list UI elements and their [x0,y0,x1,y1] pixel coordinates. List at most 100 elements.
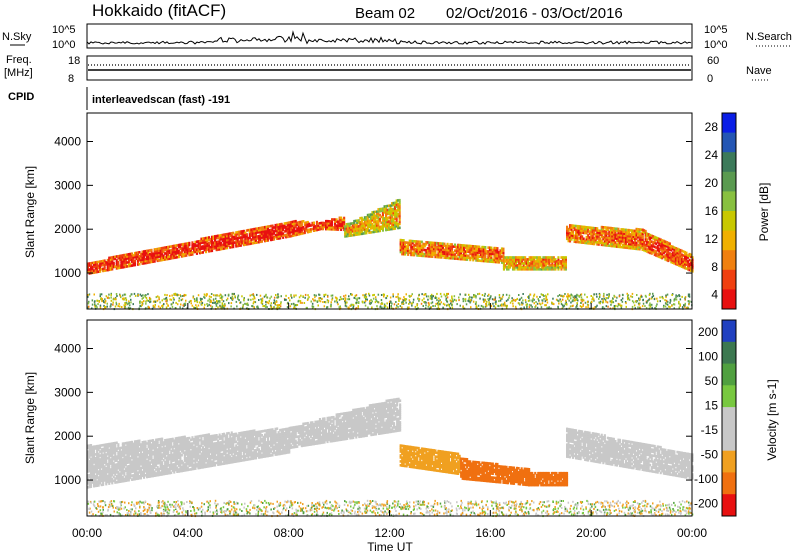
power-speckle [468,300,470,302]
power-speckle [210,296,212,298]
power-speckle [89,293,91,295]
power-speckle [110,297,112,299]
power-speckle [191,302,193,304]
power-speckle [155,301,157,303]
power-speckle [511,300,513,302]
power-speckle [273,306,275,308]
power-speckle [97,303,99,305]
power-speckle [101,300,103,302]
power-speckle [262,298,264,300]
power-speckle [671,294,673,296]
power-speckle [175,302,177,304]
colorbar-swatch [722,133,736,153]
power-speckle [128,302,130,304]
power-speckle [397,306,399,308]
power-speckle [327,296,329,298]
power-speckle [391,305,393,307]
power-speckle [615,300,617,302]
power-speckle [529,304,531,306]
power-speckle [675,296,677,298]
power-speckle [243,299,245,301]
power-speckle [185,294,187,296]
power-speckle [542,294,544,296]
power-speckle [182,295,184,297]
power-speckle [340,296,342,298]
power-speckle [391,303,393,305]
power-speckle [573,296,575,298]
power-speckle [385,305,387,307]
colorbar-swatch [722,211,736,231]
power-speckle [300,302,302,304]
power-speckle [626,306,628,308]
power-speckle [110,294,112,296]
power-speckle [444,294,446,296]
power-speckle [545,297,547,299]
power-speckle [390,297,392,299]
power-speckle [223,305,225,307]
power-speckle [431,302,433,304]
power-speckle [250,299,252,301]
power-speckle [107,306,109,308]
power-speckle [216,300,218,302]
power-speckle [651,304,653,306]
power-speckle [405,298,407,300]
nsky-panel [87,24,692,48]
power-speckle [659,296,661,298]
power-speckle [560,301,562,303]
colorbar-tick-label: 24 [705,148,719,162]
power-cell [246,233,248,236]
power-speckle [148,300,150,302]
power-cell [117,261,119,264]
power-speckle [415,306,417,308]
power-speckle [232,298,234,300]
power-speckle [92,299,94,301]
velocity-heatmap [87,398,694,517]
power-speckle [100,293,102,295]
power-speckle [262,305,264,307]
power-speckle [454,299,456,301]
power-speckle [503,294,505,296]
power-speckle [372,294,374,296]
power-speckle [179,297,181,299]
power-speckle [253,301,255,303]
nsky-tick-bottom: 10^0 [52,39,76,51]
power-speckle [582,305,584,307]
power-speckle [266,306,268,308]
power-speckle [121,306,123,308]
power-speckle [237,296,239,298]
power-speckle [253,293,255,295]
power-speckle [398,297,400,299]
power-speckle [441,296,443,298]
power-speckle [168,305,170,307]
cpid-text: interleavedscan (fast) -191 [92,94,230,106]
power-speckle [343,295,345,297]
power-speckle [295,304,297,306]
power-speckle [88,302,90,304]
power-speckle [94,303,96,305]
power-speckle [645,296,647,298]
power-speckle [339,299,341,301]
power-speckle [356,299,358,301]
power-speckle [530,304,532,306]
power-speckle [502,296,504,298]
power-speckle [667,294,669,296]
power-speckle [679,303,681,305]
power-speckle [676,299,678,301]
power-speckle [515,306,517,308]
power-speckle [377,301,379,303]
power-speckle [436,299,438,301]
power-speckle [547,293,549,295]
power-speckle [369,300,371,302]
colorbar-swatch [722,231,736,251]
power-speckle [519,304,521,306]
colorbar-swatch [722,289,736,309]
power-speckle [409,296,411,298]
power-speckle [639,299,641,301]
power-speckle [446,300,448,302]
power-speckle [207,305,209,307]
power-cell [399,227,401,230]
power-speckle [459,293,461,295]
power-speckle [488,301,490,303]
power-speckle [115,306,117,308]
power-speckle [243,304,245,306]
